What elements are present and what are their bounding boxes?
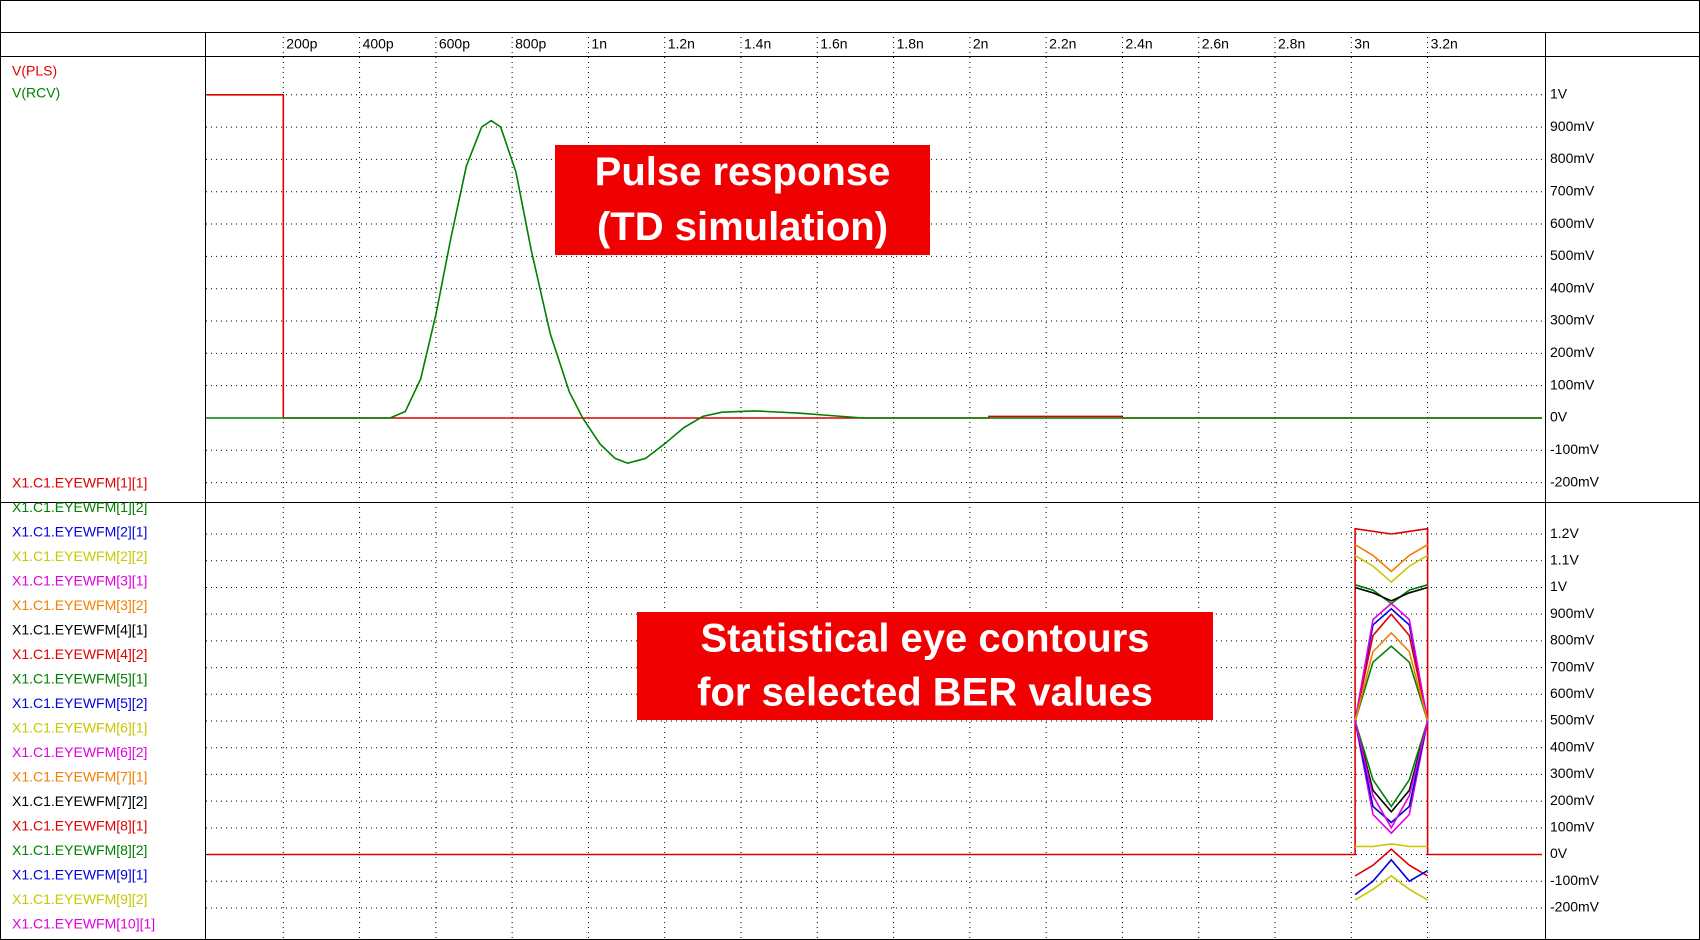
legend-entry: X1.C1.EYEWFM[6][2] [12,744,147,760]
x-tick-label: 200p [286,36,317,52]
legend-entry: X1.C1.EYEWFM[3][1] [12,573,147,589]
waveform [1354,544,1429,573]
annotation-box [555,145,930,255]
y-tick-label: 100mV [1550,376,1595,392]
y-tick-label: 500mV [1550,247,1595,263]
waveform [1354,720,1429,830]
y-tick-label: 1V [1550,578,1568,594]
legend-entry: X1.C1.EYEWFM[7][2] [12,793,147,809]
y-tick-label: 800mV [1550,150,1595,166]
annotation-text: Statistical eye contours [700,617,1149,661]
waveform [1354,554,1429,584]
x-tick-label: 1.4n [744,36,771,52]
legend-entry: X1.C1.EYEWFM[7][1] [12,769,147,785]
waveform [207,119,1542,465]
waveform [1354,631,1429,722]
legend-entry: X1.C1.EYEWFM[2][1] [12,524,147,540]
x-tick-label: 2.2n [1049,36,1076,52]
waveform [1354,612,1429,722]
legend-entry: V(PLS) [12,63,57,79]
legend-entry: X1.C1.EYEWFM[8][1] [12,818,147,834]
waveform [1355,843,1428,848]
plot-layer: 200p 400p 600p 800p 1n 1.2n 1.4n 1.6n 1.8n 2n 2.2n… [12,32,1600,940]
y-tick-label: 600mV [1550,215,1595,231]
y-tick-label: 100mV [1550,819,1595,835]
legend-entry: X1.C1.EYEWFM[4][1] [12,622,147,638]
y-tick-label: 900mV [1550,118,1595,134]
legend-entry: X1.C1.EYEWFM[10][1] [12,916,155,932]
x-tick-label: 2.8n [1278,36,1305,52]
legend-entry: X1.C1.EYEWFM[8][2] [12,842,147,858]
waveform [1354,602,1429,722]
y-tick-label: -100mV [1550,872,1600,888]
y-tick-label: 700mV [1550,658,1595,674]
waveform [1354,720,1429,824]
annotation-text: for selected BER values [697,671,1153,715]
waveform [1354,586,1428,602]
waveform [207,527,1542,856]
y-tick-label: -200mV [1550,899,1600,915]
x-tick-label: 1.2n [668,36,695,52]
y-tick-label: 300mV [1550,312,1595,328]
y-tick-label: 1.2V [1550,525,1579,541]
y-tick-label: 700mV [1550,182,1595,198]
y-tick-label: 500mV [1550,712,1595,728]
legend-entry: X1.C1.EYEWFM[9][1] [12,867,147,883]
x-tick-label: 1.8n [897,36,924,52]
y-tick-label: 900mV [1550,605,1595,621]
y-tick-label: 0V [1550,845,1568,861]
x-tick-label: 1.6n [820,36,847,52]
y-tick-label: 1.1V [1550,551,1579,567]
y-tick-label: -200mV [1550,473,1600,489]
y-tick-label: 200mV [1550,344,1595,360]
x-tick-label: 3n [1354,36,1370,52]
y-tick-label: 600mV [1550,685,1595,701]
annotation-text: Pulse response [595,150,891,194]
annotation-box [637,612,1213,720]
waveform [1354,645,1429,722]
waveform [1354,874,1429,901]
annotation-text: (TD simulation) [597,205,888,249]
legend-entry: X1.C1.EYEWFM[5][1] [12,671,147,687]
x-tick-label: 3.2n [1431,36,1458,52]
y-tick-label: 400mV [1550,279,1595,295]
waveform [1354,848,1429,877]
y-tick-label: 0V [1550,409,1568,425]
x-tick-label: 2.4n [1125,36,1152,52]
y-tick-label: 400mV [1550,738,1595,754]
y-tick-label: 200mV [1550,792,1595,808]
y-tick-label: 300mV [1550,765,1595,781]
waveform [1354,720,1429,814]
waveform [1354,720,1429,808]
legend-entry: X1.C1.EYEWFM[1][1] [12,475,147,491]
legend-entry: X1.C1.EYEWFM[6][1] [12,720,147,736]
legend-entry: X1.C1.EYEWFM[5][2] [12,695,147,711]
waveform [1354,720,1429,835]
y-tick-label: 1V [1550,85,1568,101]
x-tick-label: 2n [973,36,989,52]
legend-entry: X1.C1.EYEWFM[1][2] [12,499,147,515]
x-tick-label: 400p [363,36,394,52]
waveform [1354,858,1429,896]
legend-entry: X1.C1.EYEWFM[9][2] [12,891,147,907]
x-tick-label: 800p [515,36,546,52]
legend-entry: X1.C1.EYEWFM[3][2] [12,597,147,613]
y-tick-label: -100mV [1550,441,1600,457]
x-tick-label: 600p [439,36,470,52]
y-tick-label: 800mV [1550,632,1595,648]
legend-entry: X1.C1.EYEWFM[2][2] [12,548,147,564]
x-tick-label: 1n [591,36,607,52]
legend-entry: X1.C1.EYEWFM[4][2] [12,646,147,662]
x-tick-label: 2.6n [1202,36,1229,52]
legend-entry: V(RCV) [12,85,60,101]
